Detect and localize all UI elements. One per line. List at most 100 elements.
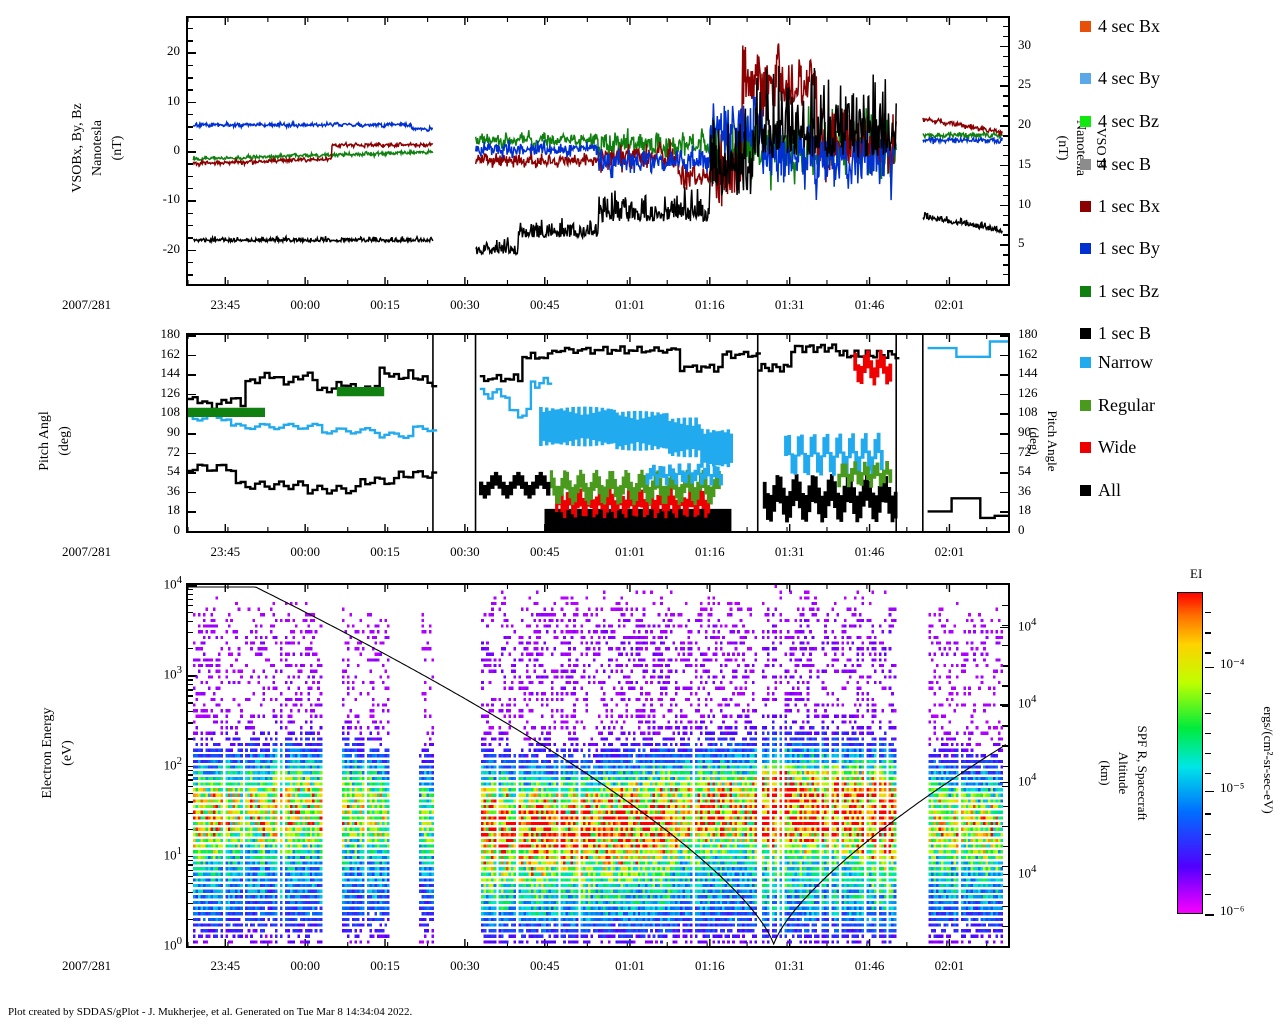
- axis-tick-label: 15: [1018, 155, 1031, 171]
- colorbar: [1177, 592, 1203, 914]
- axis-minor-tick: [1003, 105, 1008, 107]
- legend-item-4-sec-b[interactable]: 4 sec B: [1080, 155, 1151, 173]
- legend-label: 4 sec By: [1098, 68, 1160, 88]
- legend-item-wide[interactable]: Wide: [1080, 438, 1136, 456]
- axis-tick: [1000, 452, 1008, 455]
- axis-tick-label: 54: [1018, 463, 1031, 479]
- legend-item-4-sec-bz[interactable]: 4 sec Bz: [1080, 112, 1159, 130]
- axis-tick-label: 126: [1018, 384, 1038, 400]
- axis-tick: [1000, 45, 1008, 48]
- colorbar-minor-tick: [1205, 712, 1211, 715]
- axis-tick: [188, 675, 197, 677]
- axis-tick: [188, 151, 196, 153]
- axis-minor-tick: [188, 77, 193, 79]
- axis-minor-tick: [1002, 845, 1008, 848]
- axis-minor-tick: [188, 237, 193, 239]
- axis-tick: [188, 511, 196, 513]
- panel2-left-axis-label: Pitch Angl: [37, 341, 53, 541]
- axis-tick-label: 72: [167, 443, 180, 459]
- axis-tick-label: 10: [167, 92, 180, 108]
- axis-minor-tick: [188, 769, 193, 771]
- colorbar-minor-tick: [1205, 652, 1211, 654]
- colorbar-minor-tick: [1205, 813, 1211, 815]
- axis-minor-tick: [188, 212, 193, 214]
- panel2-plot-area: [188, 335, 1008, 531]
- p3-right-label-l3: (km): [1098, 760, 1113, 786]
- panel1-date-label: 2007/281: [62, 297, 112, 312]
- axis-tick: [188, 354, 196, 357]
- legend-item-1-sec-bz[interactable]: 1 sec Bz: [1080, 282, 1159, 300]
- axis-minor-tick: [1003, 25, 1008, 28]
- axis-tick: [1000, 531, 1008, 533]
- legend-item-narrow[interactable]: Narrow: [1080, 353, 1153, 371]
- legend-item-regular[interactable]: Regular: [1080, 396, 1155, 414]
- time-axis-label: 00:15: [370, 958, 400, 973]
- legend-label: 1 sec Bz: [1098, 281, 1159, 301]
- legend-item-1-sec-bx[interactable]: 1 sec Bx: [1080, 197, 1160, 215]
- colorbar-tick-label: 10⁻⁶: [1220, 903, 1245, 918]
- panel1-left-axis-units2: (nT): [110, 48, 126, 248]
- panel3-right-axis-label: SPF R, Spacecraft: [1134, 663, 1150, 883]
- axis-tick: [1000, 374, 1008, 376]
- panel2-left-axis-units: (deg): [57, 341, 73, 541]
- legend-swatch: [1080, 285, 1091, 297]
- legend-item-4-sec-bx[interactable]: 4 sec Bx: [1080, 17, 1160, 35]
- axis-minor-tick: [1003, 214, 1008, 216]
- axis-tick: [188, 433, 196, 435]
- legend-swatch: [1080, 158, 1091, 170]
- colorbar-minor-tick: [1205, 632, 1211, 634]
- axis-tick: [188, 393, 196, 396]
- axis-minor-tick: [1002, 725, 1008, 727]
- axis-minor-tick: [188, 695, 193, 697]
- time-axis-label: 01:31: [774, 544, 805, 559]
- time-axis-label: 01:16: [695, 544, 725, 559]
- colorbar-tick: [1205, 914, 1214, 916]
- time-axis-label: 01:46: [854, 297, 885, 312]
- panel1-left-axis-units: Nanotesla: [90, 48, 106, 248]
- legend-label: 4 sec Bx: [1098, 16, 1160, 36]
- axis-tick: [1000, 85, 1008, 88]
- axis-tick: [1000, 244, 1008, 246]
- axis-minor-tick: [188, 612, 193, 614]
- axis-tick: [1000, 491, 1008, 494]
- axis-minor-tick: [1003, 145, 1008, 147]
- axis-minor-tick: [188, 589, 193, 591]
- axis-minor-tick: [1002, 665, 1008, 667]
- axis-tick: [188, 101, 196, 104]
- legend-swatch: [1080, 399, 1091, 411]
- colorbar-minor-tick: [1205, 893, 1211, 896]
- panel3-right-axis-units: (km): [1097, 663, 1113, 883]
- axis-minor-tick: [188, 224, 193, 227]
- legend-swatch: [1080, 72, 1091, 84]
- axis-tick: [188, 531, 196, 533]
- axis-minor-tick: [1003, 95, 1008, 97]
- legend-item-1-sec-by[interactable]: 1 sec By: [1080, 239, 1160, 257]
- axis-minor-tick: [1002, 745, 1008, 747]
- axis-tick: [188, 52, 196, 55]
- axis-minor-tick: [1003, 35, 1008, 38]
- axis-tick-label: 104: [1018, 770, 1037, 789]
- axis-minor-tick: [1003, 115, 1008, 117]
- axis-minor-tick: [188, 785, 193, 787]
- axis-minor-tick: [1003, 55, 1008, 58]
- axis-minor-tick: [188, 918, 193, 921]
- time-axis-label: 01:01: [615, 544, 645, 559]
- legend-item-4-sec-by[interactable]: 4 sec By: [1080, 69, 1160, 87]
- time-axis-label: 01:31: [774, 297, 805, 312]
- axis-tick: [188, 335, 196, 337]
- axis-tick: [1000, 204, 1008, 207]
- axis-minor-tick: [1003, 154, 1008, 157]
- time-axis-label: 23:45: [210, 958, 241, 973]
- p1-right-label-l3: (nT): [1055, 135, 1070, 161]
- legend-label: 1 sec By: [1098, 238, 1160, 258]
- axis-minor-tick: [188, 902, 193, 905]
- time-axis-label: 00:45: [529, 544, 560, 559]
- axis-tick: [1000, 393, 1008, 396]
- axis-tick-label: 108: [1018, 404, 1038, 420]
- legend-item-all[interactable]: All: [1080, 481, 1121, 499]
- legend-item-1-sec-b[interactable]: 1 sec B: [1080, 324, 1151, 342]
- axis-minor-tick: [188, 779, 193, 781]
- axis-minor-tick: [1002, 625, 1008, 627]
- time-axis-label: 01:16: [695, 297, 725, 312]
- axis-minor-tick: [188, 632, 193, 634]
